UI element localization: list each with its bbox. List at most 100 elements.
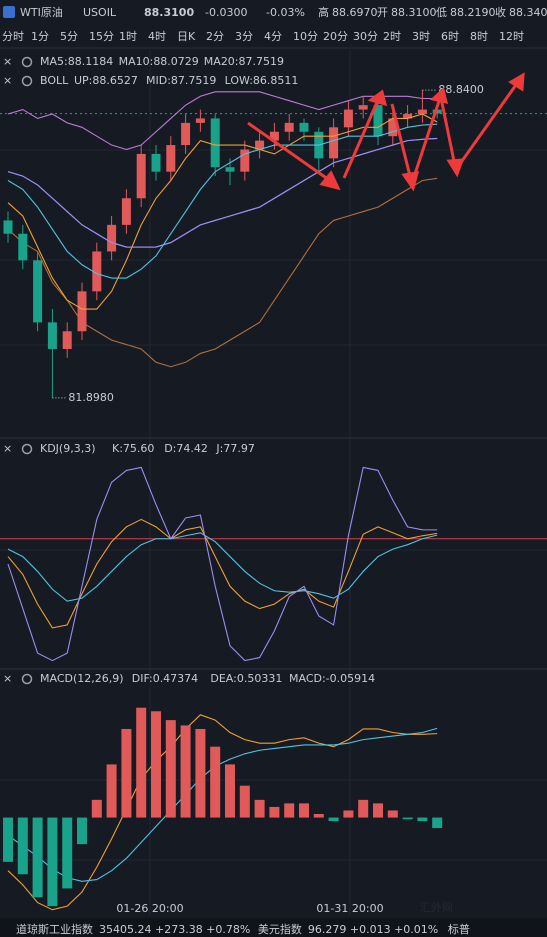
histogram-bar: [373, 803, 383, 818]
settings-icon[interactable]: [21, 56, 33, 68]
panel-header: × MACD(12,26,9) DIF:0.47374 DEA:0.50331 MACD…: [3, 672, 375, 685]
close-icon[interactable]: ×: [3, 74, 12, 87]
histogram-bar: [106, 764, 117, 818]
histogram-bar: [387, 810, 398, 818]
legend-item: J:77.97: [215, 442, 254, 455]
legend-item: LOW:86.8511: [225, 74, 299, 87]
panel: 88.8400 81.8980: [0, 83, 547, 404]
legend-item: MID:87.7519: [146, 74, 216, 87]
indicator-line: [7, 727, 438, 882]
histogram-bar: [417, 817, 428, 822]
histogram-bar: [17, 817, 28, 875]
timeframe-tab[interactable]: 3分: [235, 30, 253, 43]
stat-label: 高: [318, 5, 329, 19]
timeframe-tab[interactable]: 2时: [383, 30, 401, 43]
timeframe-tab[interactable]: 1时: [119, 30, 137, 43]
candle-body: [47, 322, 57, 349]
legend-item: MA20:87.7519: [204, 55, 284, 68]
histogram-bar: [343, 810, 354, 818]
indicator-line: [7, 137, 438, 248]
histogram-bar: [358, 799, 369, 818]
candle-body: [225, 167, 235, 172]
candle-body: [255, 140, 265, 150]
candle-body: [299, 122, 309, 132]
timeframe-tab[interactable]: 分时: [2, 30, 24, 43]
candle-body: [388, 118, 398, 137]
histogram-bar: [3, 817, 13, 862]
candle-body: [417, 109, 427, 115]
stat-label: 低: [436, 6, 447, 19]
time-label: 01-31 20:00: [316, 902, 383, 915]
ticker-value: 96.279 +0.013 +0.01%: [308, 923, 438, 936]
extreme-label: 81.8980: [68, 391, 114, 404]
stat-value: 88.340: [509, 6, 547, 19]
time-label: 01-26 20:00: [116, 902, 183, 915]
candle-body: [181, 122, 191, 146]
timeframe-tab[interactable]: 日K: [177, 30, 196, 43]
indicator-line: [7, 714, 438, 911]
candle-body: [329, 127, 339, 159]
symbol-icon: [3, 6, 15, 18]
timeframe-tab[interactable]: 5分: [60, 30, 78, 43]
histogram-bar: [180, 725, 191, 818]
timeframe-tab[interactable]: 15分: [89, 30, 114, 43]
stat-value: 88.6970: [332, 6, 378, 19]
timeframe-tab[interactable]: 6时: [441, 30, 459, 43]
timeframe-tab[interactable]: 4分: [264, 30, 282, 43]
close-icon[interactable]: ×: [3, 55, 12, 68]
histogram-bar: [313, 814, 324, 818]
close-icon[interactable]: ×: [3, 672, 12, 685]
candle-body: [210, 118, 220, 168]
stat-label: 开: [377, 6, 388, 19]
histogram-bar: [136, 707, 147, 818]
candle-body: [166, 145, 176, 172]
timeframe-tab[interactable]: 4时: [148, 30, 166, 43]
candle-body: [373, 105, 383, 137]
candle-body: [121, 198, 131, 225]
indicator-title: KDJ(9,3,3): [40, 442, 96, 455]
histogram-bar: [239, 785, 250, 818]
timeframe-tab[interactable]: 20分: [323, 30, 348, 43]
histogram-bar: [77, 817, 87, 845]
indicator-title: BOLL: [40, 74, 69, 87]
timeframe-tab[interactable]: 1分: [31, 30, 49, 43]
histogram-bar: [151, 711, 161, 818]
stat-label: 收: [495, 5, 506, 19]
histogram-bar: [254, 799, 265, 818]
legend-item: K:75.60: [112, 442, 154, 455]
timeframe-tab[interactable]: 2分: [206, 30, 224, 43]
histogram-bar: [32, 817, 43, 898]
price-change-pct: -0.03%: [266, 6, 305, 19]
legend-item: MA5:88.1184: [40, 55, 113, 68]
histogram-bar: [91, 799, 102, 818]
histogram-bar: [269, 806, 280, 818]
histogram-bar: [195, 728, 206, 818]
settings-icon[interactable]: [21, 443, 33, 455]
histogram-bar: [62, 817, 73, 889]
arrows: [247, 72, 525, 192]
histogram-bar: [225, 764, 235, 818]
extreme-label: 88.8400: [438, 83, 484, 96]
histogram-bar: [210, 746, 221, 818]
close-icon[interactable]: ×: [3, 442, 12, 455]
symbol-name[interactable]: WTI原油: [20, 5, 63, 19]
legend-item: MA10:88.0729: [119, 55, 199, 68]
settings-icon[interactable]: [21, 75, 33, 87]
indicator-line: [7, 91, 438, 151]
timeframe-tab[interactable]: 30分: [353, 30, 378, 43]
candle-body: [240, 149, 250, 172]
settings-icon[interactable]: [21, 673, 33, 685]
timeframe-tab[interactable]: 8时: [470, 30, 488, 43]
timeframe-tab[interactable]: 12时: [499, 30, 524, 43]
candle-body: [343, 109, 353, 128]
candle-body: [136, 153, 146, 199]
panel: [3, 707, 443, 911]
candle-body: [151, 153, 161, 172]
candle-body: [358, 105, 368, 110]
symbol-code[interactable]: USOIL: [83, 6, 117, 19]
price-change: -0.0300: [205, 6, 247, 19]
timeframe-tab[interactable]: 10分: [293, 30, 318, 43]
timeframe-tab[interactable]: 3时: [412, 30, 430, 43]
legend-item: UP:88.6527: [74, 74, 138, 87]
